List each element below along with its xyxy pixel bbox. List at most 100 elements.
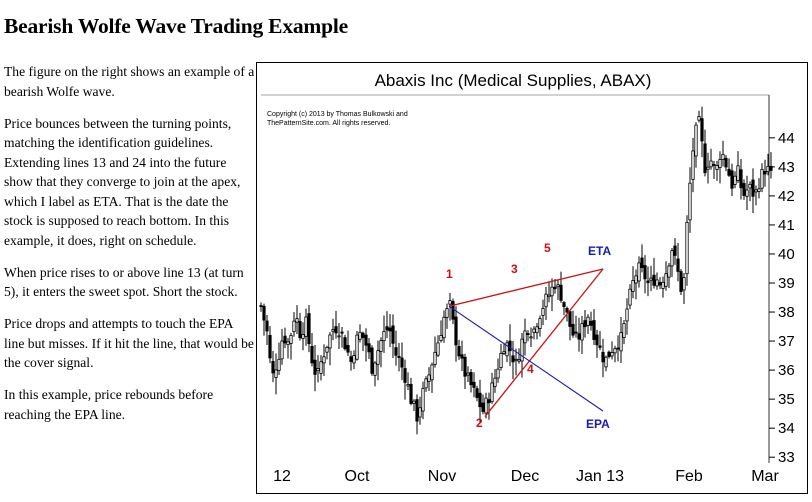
- candle-body: [373, 362, 377, 376]
- candle-body: [706, 166, 710, 170]
- candle-body: [361, 332, 365, 338]
- candle-body: [295, 318, 299, 323]
- candle-body: [619, 332, 623, 352]
- candle-body: [481, 402, 485, 412]
- x-tick-label: Mar: [751, 468, 779, 485]
- candle-body: [637, 262, 641, 282]
- candle-body: [574, 331, 578, 334]
- chart-title: Abaxis Inc (Medical Supplies, ABAX): [375, 71, 652, 90]
- candle-body: [661, 281, 665, 289]
- candle-body: [628, 288, 632, 306]
- candle-body: [616, 347, 620, 350]
- candle-body: [715, 165, 719, 170]
- candle-body: [325, 346, 329, 353]
- candle-body: [667, 265, 671, 278]
- candle-body: [358, 331, 362, 340]
- candle-body: [697, 115, 701, 121]
- turn-label-1: 1: [446, 267, 453, 281]
- candle-body: [442, 316, 446, 339]
- candle-body: [436, 342, 440, 356]
- candle-body: [268, 334, 272, 359]
- candle-body: [604, 356, 608, 368]
- candle-body: [406, 384, 410, 387]
- candle-body: [751, 179, 755, 197]
- candle-body: [466, 372, 470, 376]
- candle-body: [520, 338, 524, 362]
- candle-body: [529, 336, 533, 339]
- paragraph-turning-points: Price bounces between the turning points…: [4, 115, 241, 248]
- candle-body: [313, 359, 317, 375]
- x-tick-label: Oct: [345, 468, 370, 485]
- candle-body: [724, 157, 728, 168]
- candle-body: [550, 286, 554, 297]
- epa-label: EPA: [586, 417, 610, 431]
- candle-body: [394, 347, 398, 356]
- paragraph-intro: The figure on the right shows an example…: [4, 64, 255, 99]
- candle-body: [721, 154, 725, 160]
- y-tick-label: 44: [778, 130, 795, 147]
- candle-body: [559, 284, 563, 301]
- candle-body: [652, 274, 656, 286]
- chart-panel: Abaxis Inc (Medical Supplies, ABAX) Copy…: [256, 62, 808, 494]
- candle-body: [307, 313, 311, 345]
- turn-label-4: 4: [527, 362, 534, 376]
- y-tick-label: 34: [778, 420, 795, 437]
- candle-body: [694, 124, 698, 157]
- candle-body: [682, 277, 686, 291]
- candle-body: [469, 371, 473, 386]
- candle-body: [748, 183, 752, 189]
- candle-body: [607, 351, 611, 358]
- candle-body: [271, 361, 275, 374]
- candle-body: [709, 160, 713, 168]
- page-title: Bearish Wolfe Wave Trading Example: [4, 14, 349, 38]
- candle-body: [370, 347, 374, 374]
- line-1-3: [448, 268, 604, 307]
- candle-body: [532, 328, 536, 333]
- price-chart: Abaxis Inc (Medical Supplies, ABAX) Copy…: [259, 71, 795, 485]
- article-text: The figure on the right shows an example…: [4, 62, 256, 437]
- candle-body: [670, 250, 674, 267]
- turn-point-labels: 1 2 3 4 5 ETA EPA: [446, 241, 611, 431]
- x-tick-label: Dec: [511, 468, 539, 485]
- paragraph-sweet-spot: When price rises to or above line 13 (at…: [4, 264, 244, 300]
- candle-body: [409, 383, 413, 404]
- candle-body: [289, 335, 293, 344]
- eta-label: ETA: [588, 244, 611, 258]
- x-axis: 12 Oct Nov Dec Jan 13 Feb Mar: [273, 468, 779, 485]
- candle-body: [622, 323, 626, 338]
- candle-body: [262, 305, 266, 321]
- candle-body: [340, 331, 344, 334]
- y-tick-label: 39: [778, 275, 795, 292]
- candle-body: [493, 377, 497, 387]
- candle-body: [523, 330, 527, 344]
- candle-body: [478, 392, 482, 408]
- candle-body: [718, 159, 722, 168]
- candle-body: [673, 245, 677, 256]
- candle-body: [286, 341, 290, 346]
- candle-body: [649, 277, 653, 281]
- x-tick-label: Feb: [675, 468, 703, 485]
- turn-label-3: 3: [511, 262, 518, 276]
- candle-body: [703, 143, 707, 174]
- candle-body: [769, 165, 773, 171]
- candle-body: [691, 150, 695, 180]
- x-tick-label: Jan 13: [576, 468, 624, 485]
- candle-body: [595, 334, 599, 346]
- candle-body: [343, 337, 347, 350]
- candle-body: [382, 331, 386, 342]
- candle-body: [757, 188, 761, 192]
- x-tick-label: 12: [273, 468, 291, 485]
- candle-body: [568, 311, 572, 327]
- x-tick-label: Nov: [428, 468, 456, 485]
- candle-body: [760, 168, 764, 189]
- candle-body: [631, 280, 635, 292]
- candle-body: [502, 351, 506, 354]
- y-tick-label: 37: [778, 333, 795, 350]
- y-tick-label: 43: [778, 159, 795, 176]
- candle-body: [259, 305, 263, 308]
- candle-body: [346, 345, 350, 353]
- y-tick-label: 42: [778, 188, 795, 205]
- wolfe-wave-lines: [448, 268, 604, 417]
- candle-body: [397, 355, 401, 358]
- candle-body: [511, 355, 515, 363]
